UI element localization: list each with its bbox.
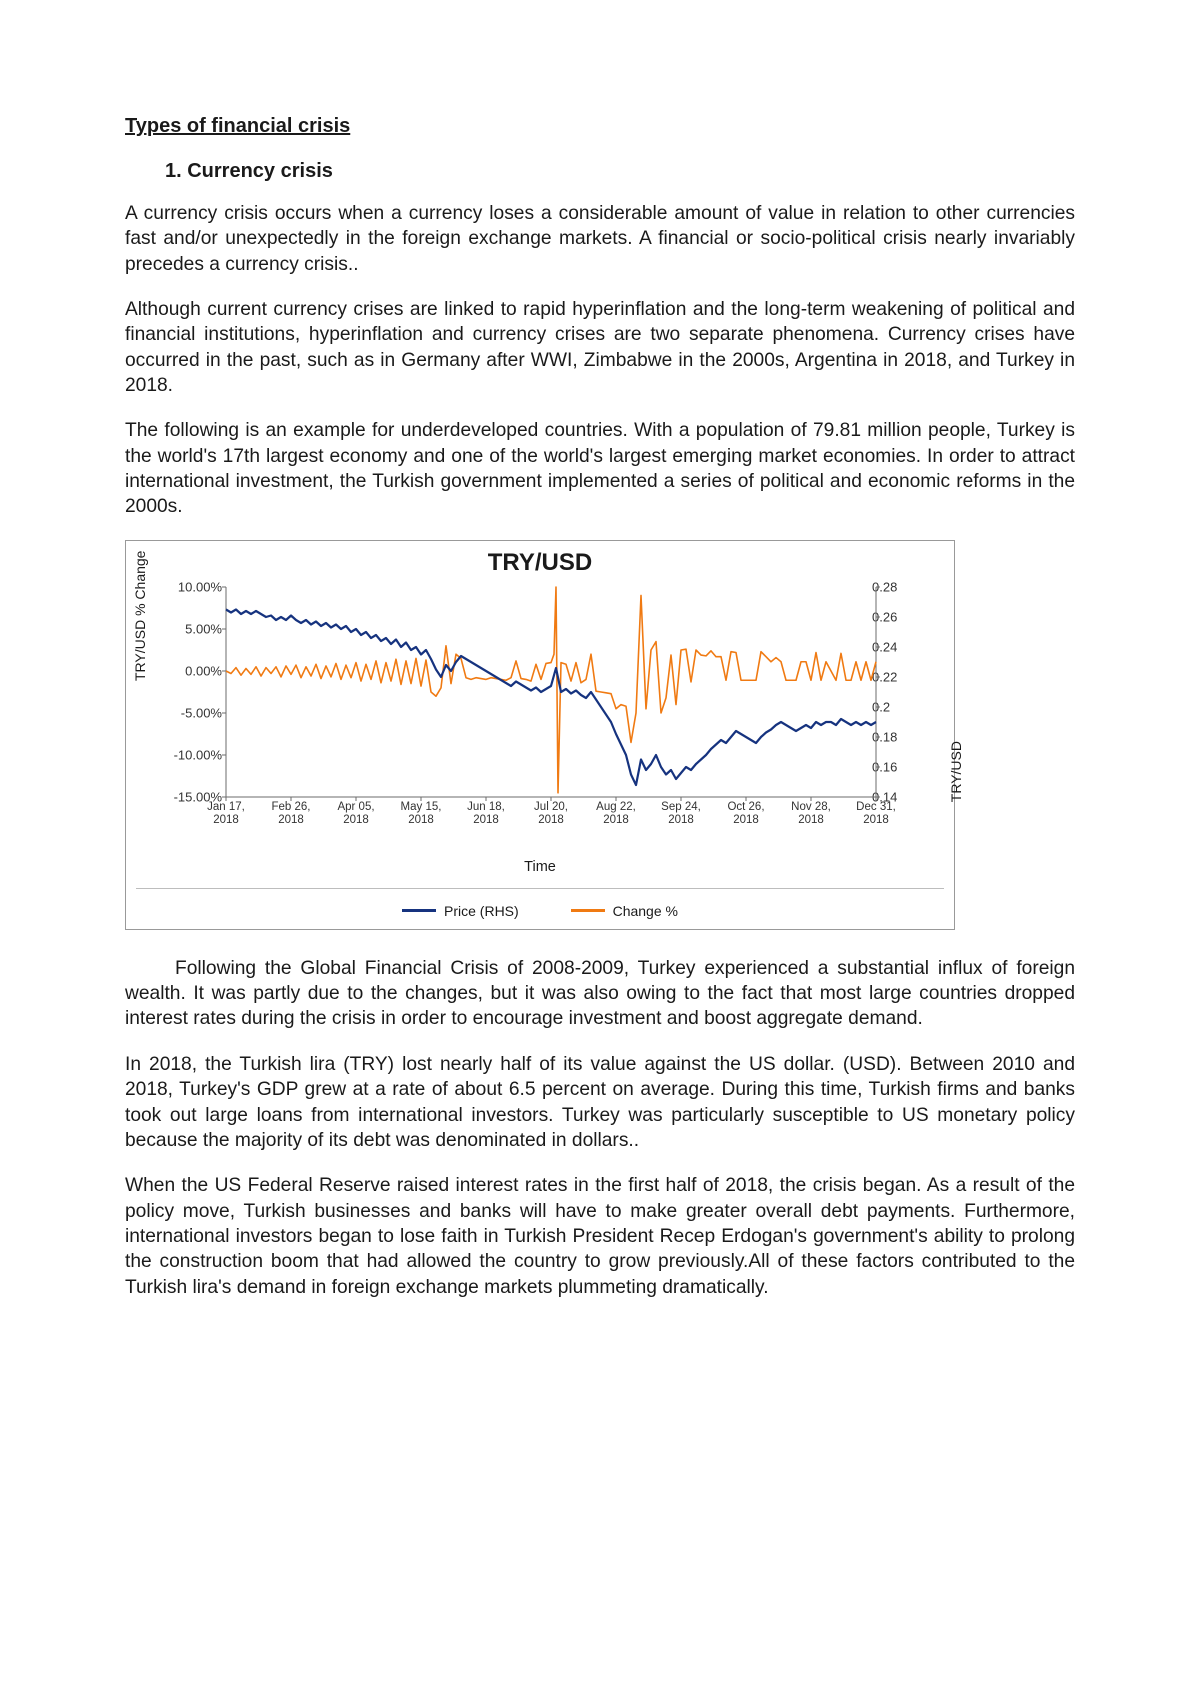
chart-x-label: Time [126,859,954,875]
chart-y2-label: TRY/USD [948,741,964,802]
y1-tick-label: 5.00% [185,621,222,636]
paragraph-1: A currency crisis occurs when a currency… [125,201,1075,277]
paragraph-6: When the US Federal Reserve raised inter… [125,1173,1075,1300]
y1-tick-label: -5.00% [181,705,222,720]
paragraph-3: The following is an example for underdev… [125,418,1075,519]
x-tick-label: Feb 26, 2018 [263,801,319,827]
document-body: Types of financial crisis 1. Currency cr… [125,115,1075,1300]
y1-tick-label: -10.00% [174,747,222,762]
try-usd-chart: TRY/USD TRY/USD % Change TRY/USD 10.00%5… [125,540,955,930]
chart-y1-label: TRY/USD % Change [132,550,148,680]
paragraph-2: Although current currency crises are lin… [125,297,1075,398]
x-tick-label: Jun 18, 2018 [458,801,514,827]
x-tick-label: Jul 20, 2018 [523,801,579,827]
chart-svg [226,587,876,797]
legend-change: Change % [571,903,678,919]
legend-price-label: Price (RHS) [444,903,519,919]
page-title: Types of financial crisis [125,115,1075,138]
legend-line-price-icon [402,909,436,912]
section-heading: 1. Currency crisis [165,160,1075,183]
x-tick-label: Apr 05, 2018 [328,801,384,827]
y1-tick-label: 0.00% [185,663,222,678]
x-tick-label: Jan 17, 2018 [198,801,254,827]
y1-tick-label: 10.00% [178,579,222,594]
x-tick-label: Nov 28, 2018 [783,801,839,827]
chart-legend: Price (RHS) Change % [136,888,944,919]
paragraph-5: In 2018, the Turkish lira (TRY) lost nea… [125,1052,1075,1153]
x-tick-label: Dec 31, 2018 [848,801,904,827]
x-tick-label: May 15, 2018 [393,801,449,827]
legend-change-label: Change % [613,903,678,919]
x-tick-label: Sep 24, 2018 [653,801,709,827]
legend-line-change-icon [571,909,605,912]
chart-plot-area [226,587,876,797]
chart-title: TRY/USD [126,549,954,577]
x-tick-label: Aug 22, 2018 [588,801,644,827]
legend-price: Price (RHS) [402,903,519,919]
paragraph-4: Following the Global Financial Crisis of… [125,956,1075,1032]
x-tick-label: Oct 26, 2018 [718,801,774,827]
